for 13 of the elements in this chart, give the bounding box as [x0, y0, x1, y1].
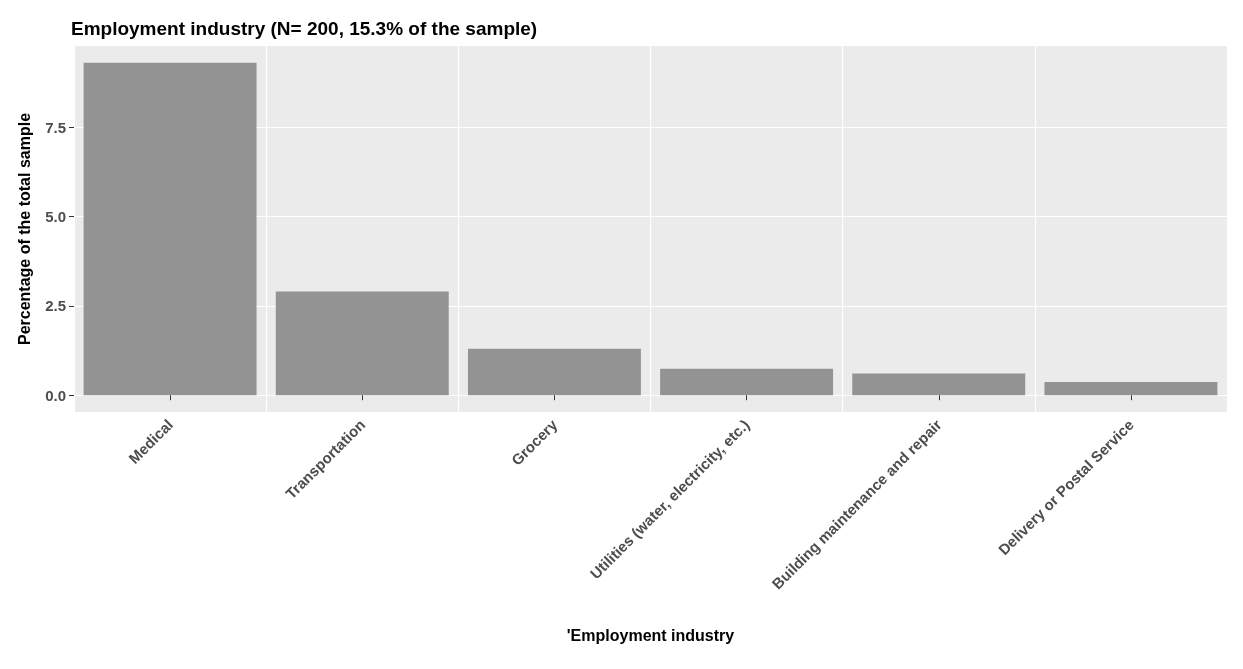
y-tick-label: 7.5 — [45, 118, 66, 136]
bar — [83, 62, 257, 396]
y-tick-label: 5.0 — [45, 207, 66, 225]
y-tick-label: 0.0 — [45, 386, 66, 404]
bar — [852, 373, 1026, 396]
bar — [660, 368, 834, 396]
y-axis-title: Percentage of the total sample — [15, 112, 33, 346]
y-tick-label: 2.5 — [45, 297, 66, 315]
bar — [1044, 381, 1218, 396]
x-axis-title: 'Employment industry — [566, 626, 735, 644]
chart-title: Employment industry (N= 200, 15.3% of the sample) — [71, 18, 538, 39]
bar — [467, 348, 641, 396]
bar — [275, 291, 449, 396]
